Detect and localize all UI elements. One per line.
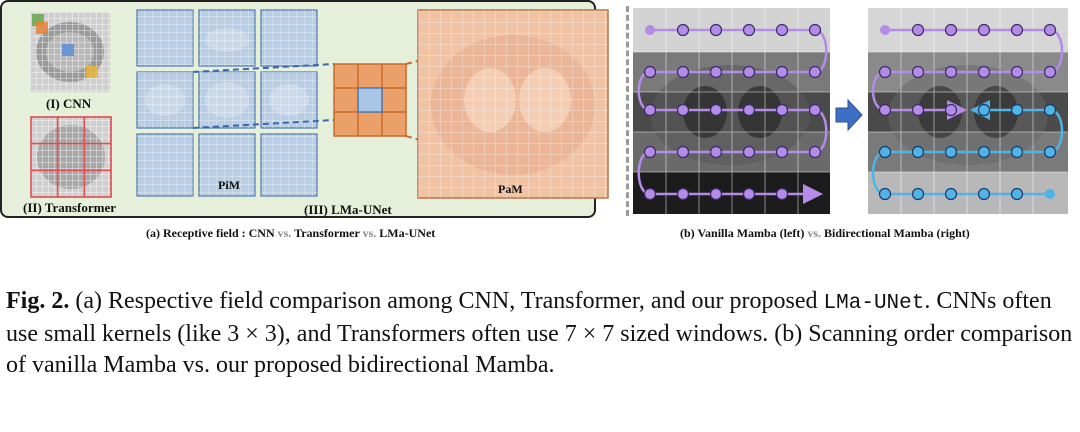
pim-label: PiM	[218, 178, 240, 192]
figure-label: Fig. 2.	[6, 288, 70, 314]
panel-a-caption-vs2: vs.	[362, 226, 377, 240]
lma-kernel	[333, 63, 407, 137]
panel-a-caption-suffix: LMa-UNet	[376, 226, 436, 240]
bidirectional-mamba-image	[868, 8, 1068, 214]
right-arrow-icon	[835, 98, 863, 132]
figure-caption: Fig. 2. (a) Respective field comparison …	[6, 286, 1074, 381]
panel-a-caption-prefix: (a) Receptive field : CNN	[146, 226, 278, 240]
vanilla-mamba-image	[633, 8, 830, 214]
caption-text-1: (a) Respective field comparison among CN…	[69, 288, 824, 314]
pim-connector-lines	[192, 63, 335, 129]
caption-code: LMa-UNet	[823, 292, 925, 315]
figure-graphics	[30, 8, 1068, 214]
panel-a-caption-mid: Transformer	[291, 226, 363, 240]
cnn-image	[30, 12, 110, 92]
panel-divider	[626, 6, 629, 216]
panel-b-caption-prefix: (b) Vanilla Mamba (left)	[680, 226, 808, 240]
lma-unet-label: (III) LMa-UNet	[304, 202, 392, 217]
pim-grid	[136, 9, 318, 197]
panel-b-caption-suffix: Bidirectional Mamba (right)	[821, 226, 970, 240]
panel-a-caption: (a) Receptive field : CNN vs. Transforme…	[146, 226, 435, 241]
pam-patch	[417, 9, 609, 199]
caption-text-2: . CNNs often use small kernels (like 3 ×…	[6, 288, 1073, 378]
pam-label: PaM	[498, 182, 523, 196]
panel-a-caption-vs1: vs.	[277, 226, 292, 240]
panel-b-caption-vs: vs.	[807, 226, 822, 240]
cnn-label: (I) CNN	[46, 96, 92, 111]
transformer-label: (II) Transformer	[23, 200, 117, 215]
panel-b-caption: (b) Vanilla Mamba (left) vs. Bidirection…	[680, 226, 970, 241]
transformer-image	[30, 116, 112, 198]
